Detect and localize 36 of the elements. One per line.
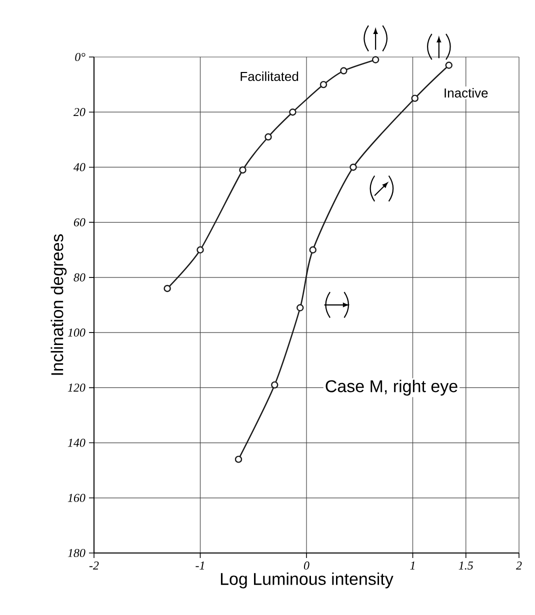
point (289, 108, 296, 116)
y-tick-label: 0° (75, 52, 86, 62)
annotation: Case M, right eye (326, 380, 458, 396)
x-tick-label: 1.5 (458, 562, 474, 570)
point (271, 381, 278, 389)
x-tick-label: 0 (304, 562, 310, 570)
point (445, 62, 452, 69)
point (234, 456, 242, 463)
y-tick-label: 160 (68, 494, 86, 502)
y-axis-title: Inclination degrees (50, 234, 67, 375)
point (320, 80, 328, 88)
annotation: Inactive (444, 88, 488, 98)
y-tick-label: 20 (73, 108, 86, 116)
x-tick-label: -2 (89, 562, 99, 570)
x-tick-label: 2 (516, 562, 522, 570)
point (340, 67, 348, 74)
y-tick-label: 60 (74, 218, 86, 226)
annotation: Facilitated (240, 72, 298, 82)
point (411, 94, 418, 102)
y-tick-label: 120 (68, 384, 86, 392)
y-tick-label: 40 (74, 163, 86, 172)
point (350, 164, 357, 171)
point (164, 284, 171, 292)
x-tick-label: 1 (410, 562, 414, 570)
point (296, 304, 304, 312)
y-tick-label: 180 (68, 548, 86, 558)
point (372, 56, 380, 64)
y-tick-label: 140 (68, 438, 86, 447)
x-axis-title: Log Luminous intensity (220, 572, 394, 588)
point (309, 246, 316, 254)
point (196, 246, 204, 254)
point (264, 133, 272, 141)
x-tick-label: -1 (196, 562, 204, 570)
point (239, 166, 246, 174)
y-tick-label: 100 (68, 328, 86, 337)
y-tick-label: 80 (74, 273, 86, 282)
